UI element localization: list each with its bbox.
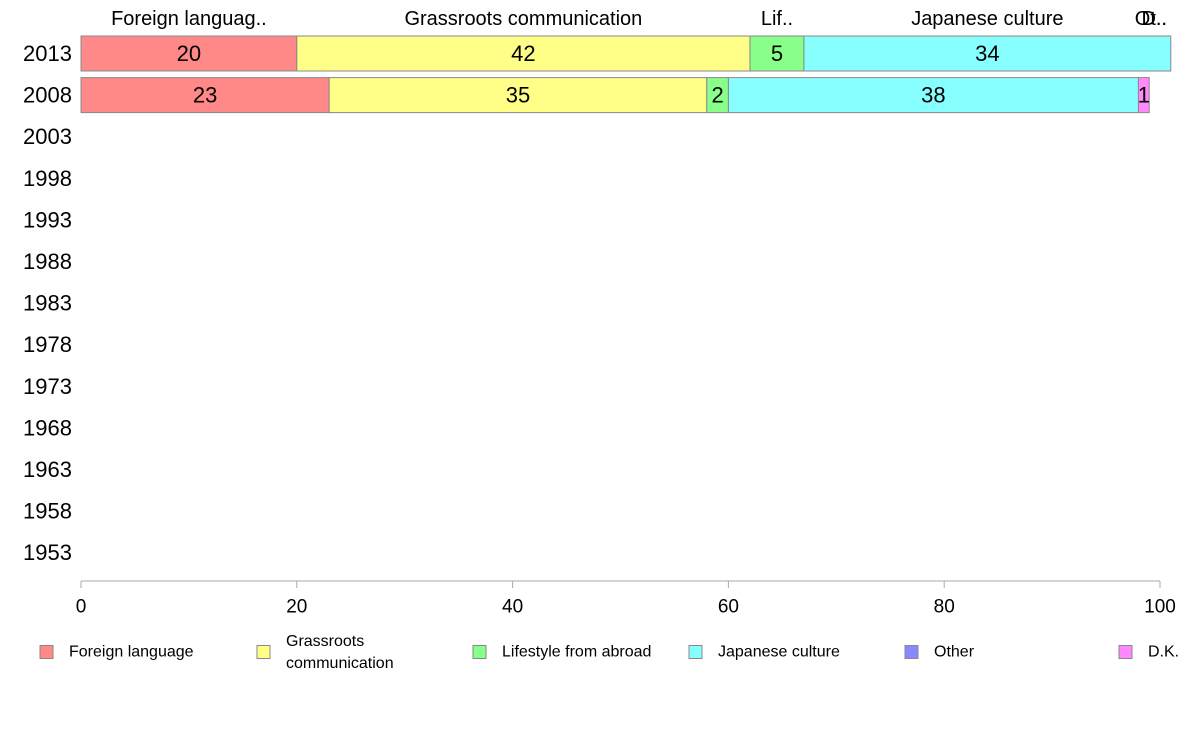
category-label-1973: 1973 [23,374,72,399]
bar-grassroots-communication-2013 [296,35,751,72]
legend-swatch-grassroots-communication [256,645,271,659]
series-top-labels: Foreign languag.. Grassroots communicatio… [111,8,1167,30]
series-top-label-lifestyle-from-abroad: Lif.. [761,8,793,30]
bar-japanese-culture-2013 [803,35,1172,72]
legend-label-grassroots-communication: Grassroots communication [286,633,394,672]
x-tick-label-0: 0 [76,597,87,618]
value-label-d-k-2008: 1 [1138,83,1150,108]
category-labels: 2013 2008 2003 1998 1993 1988 1983 1978 1973 1968… [23,41,72,565]
bar-foreign-language-2008 [80,77,330,114]
series-top-label-japanese-culture: Japanese culture [911,8,1063,30]
series-top-label-other: Ot.. [1135,8,1167,30]
series-top-label-foreign-language: Foreign languag.. [111,8,267,30]
value-label-grassroots-communication-2013: 42 [511,41,535,66]
legend-swatch-other [904,645,919,659]
bar-japanese-culture-2008 [727,77,1139,114]
value-label-japanese-culture-2013: 34 [975,41,999,66]
category-label-1998: 1998 [23,166,72,191]
value-label-lifestyle-from-abroad-2008: 2 [711,83,723,108]
value-label-foreign-language-2013: 20 [177,41,201,66]
category-label-1993: 1993 [23,207,72,232]
legend-label-foreign-language: Foreign language [69,644,194,661]
legend-swatch-lifestyle-from-abroad [472,645,487,659]
category-label-1978: 1978 [23,332,72,357]
legend-label-japanese-culture: Japanese culture [718,644,840,661]
bar-grassroots-communication-2008 [328,77,708,114]
legend-label-other: Other [934,644,975,661]
category-label-1983: 1983 [23,291,72,316]
category-label-2008: 2008 [23,83,72,108]
x-tick-label-60: 60 [718,597,739,618]
x-axis: 0 20 40 60 80 100 [76,580,1176,618]
category-label-1953: 1953 [23,540,72,565]
legend-swatch-d-k [1118,645,1133,659]
legend-label-lifestyle-from-abroad: Lifestyle from abroad [502,644,651,661]
x-tick-label-80: 80 [934,597,955,618]
value-label-japanese-culture-2008: 38 [921,83,945,108]
series-top-label-d-k: D.. [1141,8,1167,30]
bar-d-k-2008 [1137,77,1150,114]
value-label-lifestyle-from-abroad-2013: 5 [771,41,783,66]
legend-swatch-foreign-language [39,645,54,659]
x-tick-label-20: 20 [286,597,307,618]
category-label-1958: 1958 [23,499,72,524]
series-top-label-grassroots-communication: Grassroots communication [404,8,642,30]
category-label-1968: 1968 [23,415,72,440]
category-label-1988: 1988 [23,249,72,274]
legend-label-d-k: D.K. [1148,644,1179,661]
legend-swatch-japanese-culture [688,645,703,659]
value-label-foreign-language-2008: 23 [193,83,217,108]
legend: Foreign language Grassroots communication L… [39,633,1179,672]
x-tick-label-100: 100 [1144,597,1176,618]
category-label-2013: 2013 [23,41,72,66]
category-label-2003: 2003 [23,124,72,149]
x-tick-label-40: 40 [502,597,523,618]
bars: 20 42 5 34 23 35 2 38 1 [80,35,1172,114]
category-label-1963: 1963 [23,457,72,482]
value-label-grassroots-communication-2008: 35 [506,83,530,108]
